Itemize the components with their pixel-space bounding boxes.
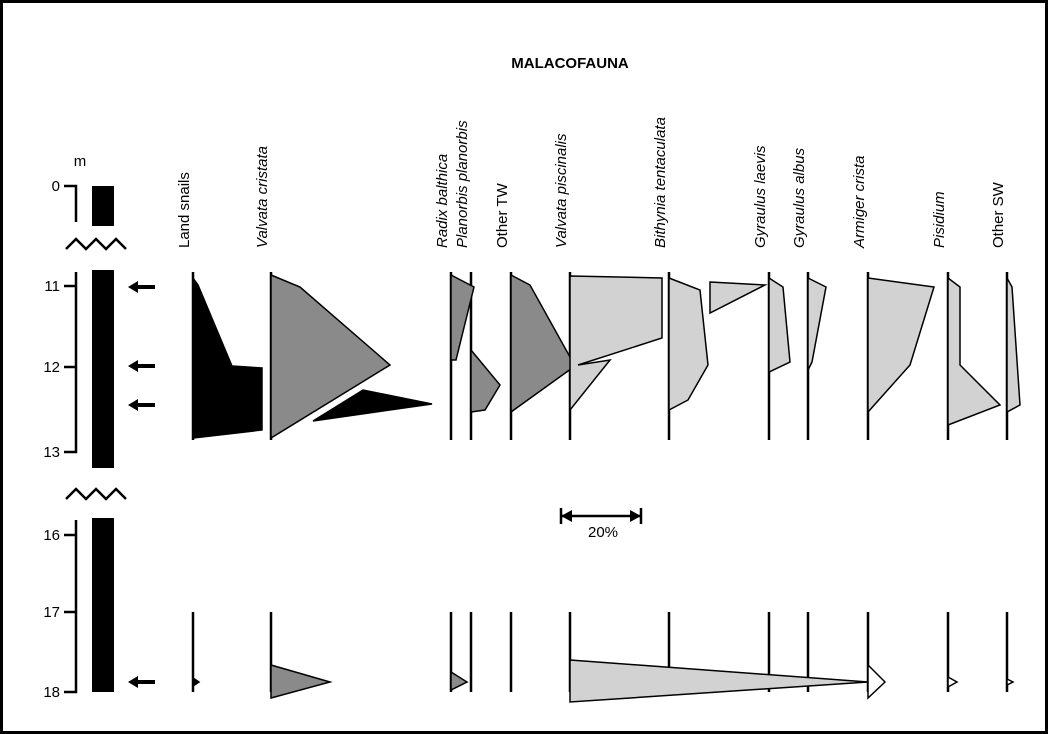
depth-tick-label: 0: [52, 178, 60, 195]
depth-tick-label: 11: [44, 278, 60, 295]
column-label: Planorbis planorbis: [454, 120, 471, 248]
title: MALACOFAUNA: [511, 55, 629, 72]
column-label: Gyraulus laevis: [752, 145, 769, 248]
depth-tick-label: 12: [43, 359, 60, 376]
depth-tick-labels: 0 11 12 13 16 17 18: [43, 178, 60, 701]
column-label: Other TW: [494, 182, 511, 248]
column-label: Other SW: [990, 181, 1007, 248]
depth-tick-label: 17: [43, 604, 60, 621]
column-label: Land snails: [176, 172, 193, 248]
depth-unit: m: [74, 153, 87, 170]
scale-bar-label: 20%: [588, 524, 618, 541]
column-label: Armiger crista: [851, 155, 868, 249]
column-label: Bithynia tentaculata: [652, 117, 669, 248]
depth-tick-label: 18: [43, 684, 60, 701]
abundance-curves: [192, 273, 1021, 703]
depth-tick-label: 13: [43, 444, 60, 461]
depth-tick-label: 16: [43, 527, 60, 544]
column-label: Gyraulus albus: [791, 147, 808, 248]
column-label: Valvata cristata: [254, 146, 271, 248]
scale-bar: [559, 508, 643, 524]
column-label: Radix balthica: [434, 154, 451, 248]
column-label: Valvata piscinalis: [553, 133, 570, 248]
depth-axis: [64, 184, 155, 694]
column-label: Pisidium: [931, 191, 948, 248]
column-labels: Land snails Valvata cristata Radix balthic…: [176, 117, 1007, 249]
